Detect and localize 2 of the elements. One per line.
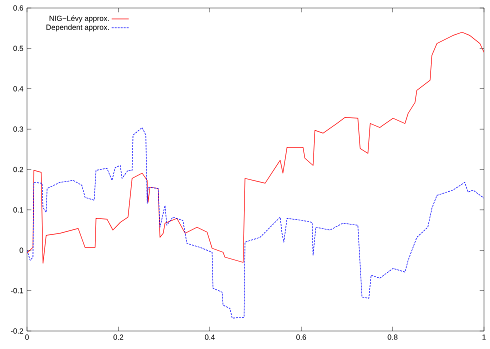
line-series: [27, 127, 484, 318]
line-series: [27, 32, 484, 264]
